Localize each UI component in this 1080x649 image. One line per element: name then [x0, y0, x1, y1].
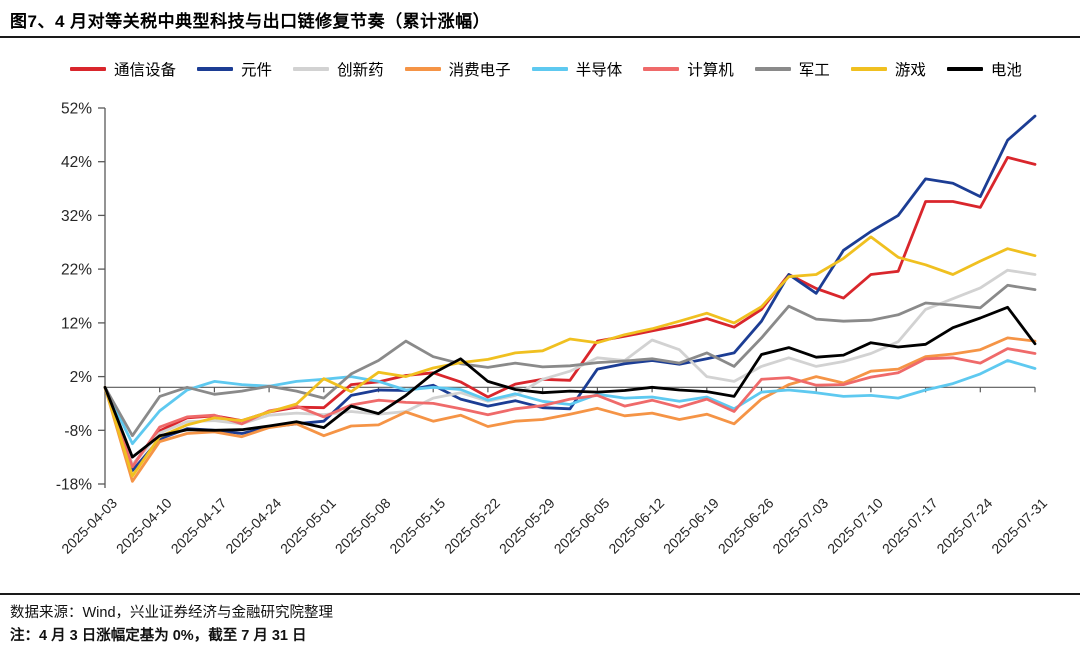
chart-legend: 通信设备 元件 创新药 消费电子 半导体 计算机 军工 游戏 电池	[70, 56, 1022, 82]
x-tick-label: 2025-07-31	[988, 495, 1050, 557]
title-divider	[0, 36, 1080, 38]
x-tick-label: 2025-06-19	[660, 495, 722, 557]
legend-item-6: 军工	[754, 58, 830, 80]
series-line-8	[103, 305, 1037, 459]
legend-label: 半导体	[575, 62, 623, 79]
legend-swatch	[643, 67, 680, 71]
legend-item-2: 创新药	[293, 58, 384, 80]
series-line-4	[103, 359, 1037, 446]
legend-label: 军工	[798, 62, 830, 79]
data-source-text: 数据来源：Wind，兴业证券经济与金融研究院整理	[10, 605, 334, 621]
y-tick-label: 2%	[70, 369, 93, 386]
page-title: 图7、4 月对等关税中典型科技与出口链修复节奏（累计涨幅）	[10, 12, 491, 31]
x-tick-label: 2025-04-24	[222, 495, 284, 557]
legend-label: 创新药	[337, 62, 384, 79]
series-line-3	[103, 336, 1037, 483]
legend-swatch	[197, 67, 234, 71]
legend-label: 游戏	[894, 62, 926, 79]
x-tick-label: 2025-07-03	[769, 495, 831, 557]
series-line-7	[103, 235, 1037, 478]
footer-divider	[0, 593, 1080, 595]
x-tick-label: 2025-05-01	[277, 495, 339, 557]
legend-item-0: 通信设备	[70, 58, 176, 80]
x-tick-label: 2025-06-12	[605, 495, 667, 557]
legend-label: 电池	[990, 62, 1022, 79]
legend-swatch	[531, 67, 568, 71]
y-tick-label: 42%	[61, 154, 92, 171]
x-tick-label: 2025-04-03	[58, 495, 120, 557]
legend-label: 通信设备	[114, 62, 177, 79]
x-tick-label: 2025-04-10	[113, 495, 175, 557]
legend-swatch	[850, 67, 887, 71]
x-tick-label: 2025-05-15	[386, 495, 448, 557]
series-line-1	[103, 114, 1037, 473]
x-axis: 2025-04-032025-04-102025-04-172025-04-24…	[58, 386, 1050, 557]
x-tick-label: 2025-04-17	[168, 495, 230, 557]
legend-swatch	[70, 67, 106, 71]
x-tick-label: 2025-05-22	[441, 495, 503, 557]
legend-item-5: 计算机	[643, 58, 734, 80]
legend-label: 元件	[241, 62, 273, 79]
y-tick-label: 52%	[61, 101, 92, 118]
x-tick-label: 2025-06-05	[551, 495, 613, 557]
legend-item-7: 游戏	[850, 58, 926, 80]
y-axis: 52% 42% 32% 22% 12% 2% -8% -18%	[56, 101, 106, 494]
y-tick-label: -8%	[64, 423, 92, 440]
note-text: 注：4 月 3 日涨幅定基为 0%，截至 7 月 31 日	[10, 628, 307, 644]
x-tick-label: 2025-06-26	[715, 495, 777, 557]
legend-item-8: 电池	[946, 58, 1022, 80]
legend-item-4: 半导体	[531, 58, 623, 80]
series-line-2	[103, 268, 1037, 467]
legend-swatch	[754, 67, 791, 71]
y-tick-label: 12%	[61, 315, 92, 332]
legend-swatch	[293, 67, 330, 71]
series-line-6	[103, 283, 1037, 438]
legend-swatch	[404, 67, 441, 71]
legend-label: 计算机	[687, 62, 734, 79]
x-tick-label: 2025-05-08	[332, 495, 394, 557]
legend-label: 消费电子	[448, 62, 511, 79]
legend-swatch	[946, 67, 983, 71]
x-tick-label: 2025-07-24	[933, 495, 995, 557]
y-tick-label: 22%	[61, 262, 92, 279]
legend-item-3: 消费电子	[404, 58, 511, 80]
x-tick-label: 2025-05-29	[496, 495, 558, 557]
y-tick-label: 32%	[61, 208, 92, 225]
x-tick-label: 2025-07-17	[879, 495, 941, 557]
x-tick-label: 2025-07-10	[824, 495, 886, 557]
legend-item-1: 元件	[197, 58, 272, 80]
y-tick-label: -18%	[56, 477, 92, 494]
